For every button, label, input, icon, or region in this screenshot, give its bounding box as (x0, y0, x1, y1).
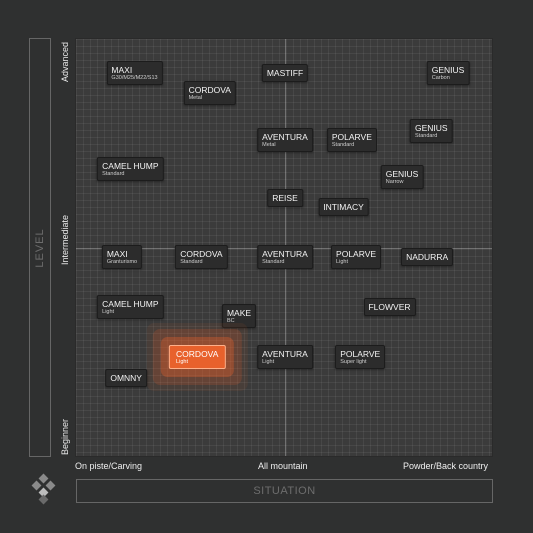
ski-tile-maxi-g30-m25-m22-s13[interactable]: MAXI G30/M25/M22/S13 (106, 60, 163, 85)
ski-tile-flowver[interactable]: FLOWVER (363, 298, 416, 317)
ski-tile-camel-hump-light[interactable]: CAMEL HUMP Light (97, 295, 164, 320)
ski-tile-maxi-granturismo[interactable]: MAXI Granturismo (101, 244, 143, 269)
x-tick-on-piste: On piste/Carving (75, 461, 143, 471)
ski-name: INTIMACY (323, 201, 364, 212)
ski-tile-polarve-light[interactable]: POLARVE Light (331, 244, 382, 269)
ski-tile-polarve-super-light[interactable]: POLARVE Super light (335, 345, 386, 370)
y-tick-intermediate: Intermediate (60, 214, 70, 266)
ski-name: REISE (272, 193, 298, 204)
situation-axis-box: SITUATION (76, 479, 493, 503)
ski-tile-cordova-metal[interactable]: CORDOVA Metal (183, 81, 236, 106)
ski-variant: Granturismo (106, 258, 138, 265)
ski-name: FLOWVER (368, 302, 411, 313)
ski-name: OMNNY (110, 373, 142, 384)
x-tick-powder: Powder/Back country (403, 461, 489, 471)
ski-name: NADURRA (406, 251, 449, 262)
ski-name: AVENTURA (262, 131, 308, 142)
ski-name: AVENTURA (262, 349, 308, 360)
ski-tile-genius-carbon[interactable]: GENIUS Carbon (426, 60, 470, 85)
ski-name: CORDOVA (180, 248, 223, 259)
ski-name: GENIUS (415, 123, 448, 134)
ski-variant: Standard (415, 133, 438, 140)
ski-tile-genius-standard[interactable]: GENIUS Standard (410, 119, 453, 144)
ski-variant: Standard (262, 258, 285, 265)
ski-variant: G30/M25/M22/S13 (111, 74, 158, 81)
ski-tile-intimacy[interactable]: INTIMACY (318, 197, 369, 216)
ski-tile-cordova-standard[interactable]: CORDOVA Standard (175, 244, 228, 269)
ski-tile-genius-narrow[interactable]: GENIUS Narrow (380, 165, 424, 190)
situation-axis-title: SITUATION (253, 485, 316, 497)
ski-variant: Standard (102, 170, 125, 177)
ski-variant: BC (226, 317, 235, 324)
ski-variant: Standard (331, 141, 355, 148)
ski-name: CAMEL HUMP (102, 160, 159, 171)
ski-name: AVENTURA (262, 248, 308, 259)
ski-tile-nadurra[interactable]: NADURRA (401, 247, 454, 266)
ski-variant: Standard (180, 258, 203, 265)
ski-tile-make-bc[interactable]: MAKE BC (221, 303, 257, 328)
ski-variant: Metal (262, 141, 276, 148)
ski-variant: Light (336, 258, 348, 265)
level-axis-title: LEVEL (34, 227, 46, 268)
ski-tile-aventura-light[interactable]: AVENTURA Light (257, 345, 313, 370)
ski-variant: Narrow (385, 179, 404, 186)
ski-name: MAKE (226, 307, 252, 318)
ski-name: MAXI (106, 248, 128, 259)
ski-name: MAXI (111, 64, 133, 75)
ski-variant: Carbon (431, 74, 450, 81)
level-axis-box: LEVEL (29, 38, 51, 457)
ski-tile-polarve-standard[interactable]: POLARVE Standard (326, 127, 377, 152)
ski-variant: Light (262, 359, 275, 366)
ski-name: CORDOVA (188, 85, 231, 96)
ski-variant: Metal (188, 95, 203, 102)
ski-name: CORDOVA (176, 349, 219, 360)
x-tick-all-mountain: All mountain (258, 461, 308, 471)
ski-tile-omnny[interactable]: OMNNY (105, 369, 147, 388)
ski-variant: Light (176, 359, 188, 366)
ski-name: POLARVE (340, 349, 381, 360)
ski-variant: Super light (340, 359, 367, 366)
ski-name: CAMEL HUMP (102, 299, 159, 310)
ski-tile-mastiff[interactable]: MASTIFF (261, 63, 309, 82)
ski-name: POLARVE (336, 248, 377, 259)
y-tick-advanced: Advanced (60, 41, 70, 83)
ski-matrix-plot: MAXI G30/M25/M22/S13 CORDOVA Metal MASTIFF GE… (75, 38, 493, 457)
brand-logo-icon (31, 473, 56, 505)
ski-tile-camel-hump-standard[interactable]: CAMEL HUMP Standard (97, 156, 164, 181)
ski-tile-reise[interactable]: REISE (267, 189, 303, 208)
ski-variant: Light (102, 309, 115, 316)
ski-name: GENIUS (431, 64, 465, 75)
ski-tile-cordova-light[interactable]: CORDOVA Light (169, 345, 226, 370)
ski-tile-aventura-standard[interactable]: AVENTURA Standard (257, 244, 313, 269)
ski-tile-aventura-metal[interactable]: AVENTURA Metal (257, 127, 313, 152)
ski-name: MASTIFF (266, 67, 304, 78)
y-tick-beginner: Beginner (60, 418, 70, 456)
ski-name: GENIUS (385, 169, 419, 180)
ski-name: POLARVE (331, 131, 372, 142)
